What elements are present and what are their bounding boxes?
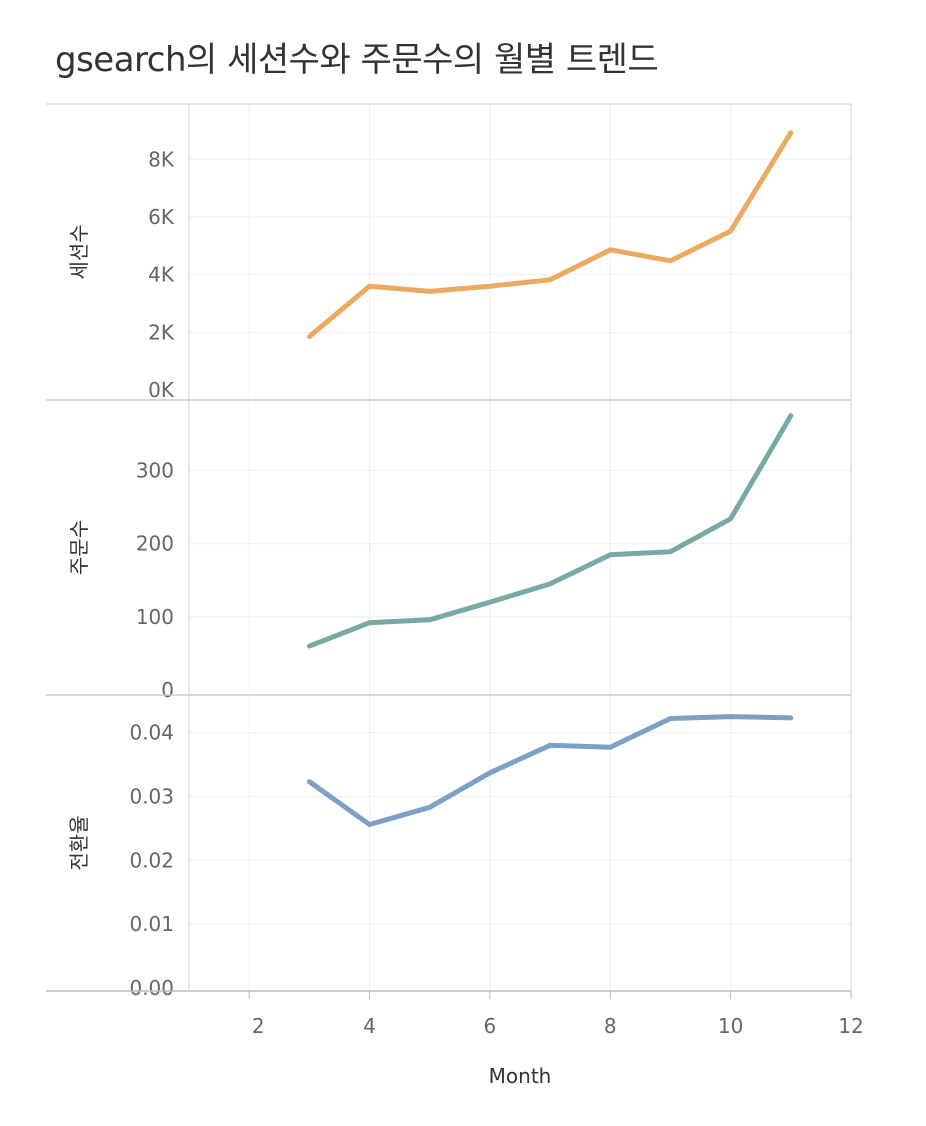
data-point-sessions xyxy=(427,289,432,294)
y-tick-label: 0.04 xyxy=(129,721,174,745)
y-tick-label: 6K xyxy=(148,205,175,229)
y-axis-title: 주문수 xyxy=(67,520,91,575)
data-point-orders xyxy=(487,600,492,605)
y-axis-title: 전환율 xyxy=(67,815,91,870)
data-point-sessions xyxy=(788,130,793,135)
data-point-sessions xyxy=(668,258,673,263)
series-line-conversion xyxy=(306,714,794,827)
data-point-conversion xyxy=(668,716,673,721)
y-tick-label: 0.02 xyxy=(129,848,174,872)
x-tick-label: 10 xyxy=(718,1014,743,1038)
y-tick-label: 0.03 xyxy=(129,784,174,808)
y-tick-label: 8K xyxy=(148,147,175,171)
data-point-conversion xyxy=(548,743,553,748)
x-axis-title: Month xyxy=(489,1064,552,1088)
y-tick-label: 0.01 xyxy=(129,912,174,936)
data-point-orders xyxy=(427,617,432,622)
data-point-sessions xyxy=(487,284,492,289)
data-point-sessions xyxy=(728,229,733,234)
x-tick-label: 2 xyxy=(252,1014,265,1038)
x-tick-label: 8 xyxy=(604,1014,617,1038)
x-tick-label: 4 xyxy=(363,1014,376,1038)
data-point-orders xyxy=(788,413,793,418)
y-tick-label: 100 xyxy=(136,605,174,629)
y-tick-label: 2K xyxy=(148,320,175,344)
data-point-conversion xyxy=(608,745,613,750)
y-tick-label: 200 xyxy=(136,532,174,556)
data-point-sessions xyxy=(307,334,312,339)
data-point-orders xyxy=(668,549,673,554)
data-point-conversion xyxy=(728,714,733,719)
y-tick-label: 300 xyxy=(136,459,174,483)
series-line-sessions xyxy=(306,130,794,340)
data-point-sessions xyxy=(367,284,372,289)
data-point-orders xyxy=(367,620,372,625)
data-point-conversion xyxy=(427,805,432,810)
series-line-orders xyxy=(306,413,794,649)
y-tick-label: 0 xyxy=(161,678,174,702)
data-point-orders xyxy=(728,516,733,521)
y-tick-label: 0K xyxy=(148,378,175,402)
x-tick-label: 12 xyxy=(838,1014,863,1038)
data-point-orders xyxy=(548,581,553,586)
data-point-sessions xyxy=(548,277,553,282)
data-point-orders xyxy=(608,552,613,557)
data-point-conversion xyxy=(307,779,312,784)
x-tick-label: 6 xyxy=(484,1014,497,1038)
data-point-sessions xyxy=(608,247,613,252)
data-point-orders xyxy=(307,644,312,649)
y-tick-label: 0.00 xyxy=(129,976,174,1000)
y-axis-title: 세션수 xyxy=(67,224,91,279)
data-point-conversion xyxy=(487,770,492,775)
chart-title: gsearch의 세션수와 주문수의 월별 트렌드 xyxy=(55,40,659,80)
data-point-conversion xyxy=(367,822,372,827)
y-tick-label: 4K xyxy=(148,263,175,287)
data-point-conversion xyxy=(788,715,793,720)
